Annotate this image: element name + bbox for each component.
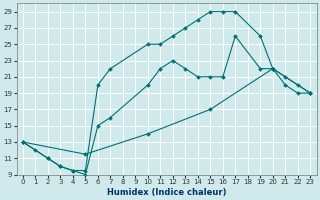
X-axis label: Humidex (Indice chaleur): Humidex (Indice chaleur) bbox=[107, 188, 226, 197]
